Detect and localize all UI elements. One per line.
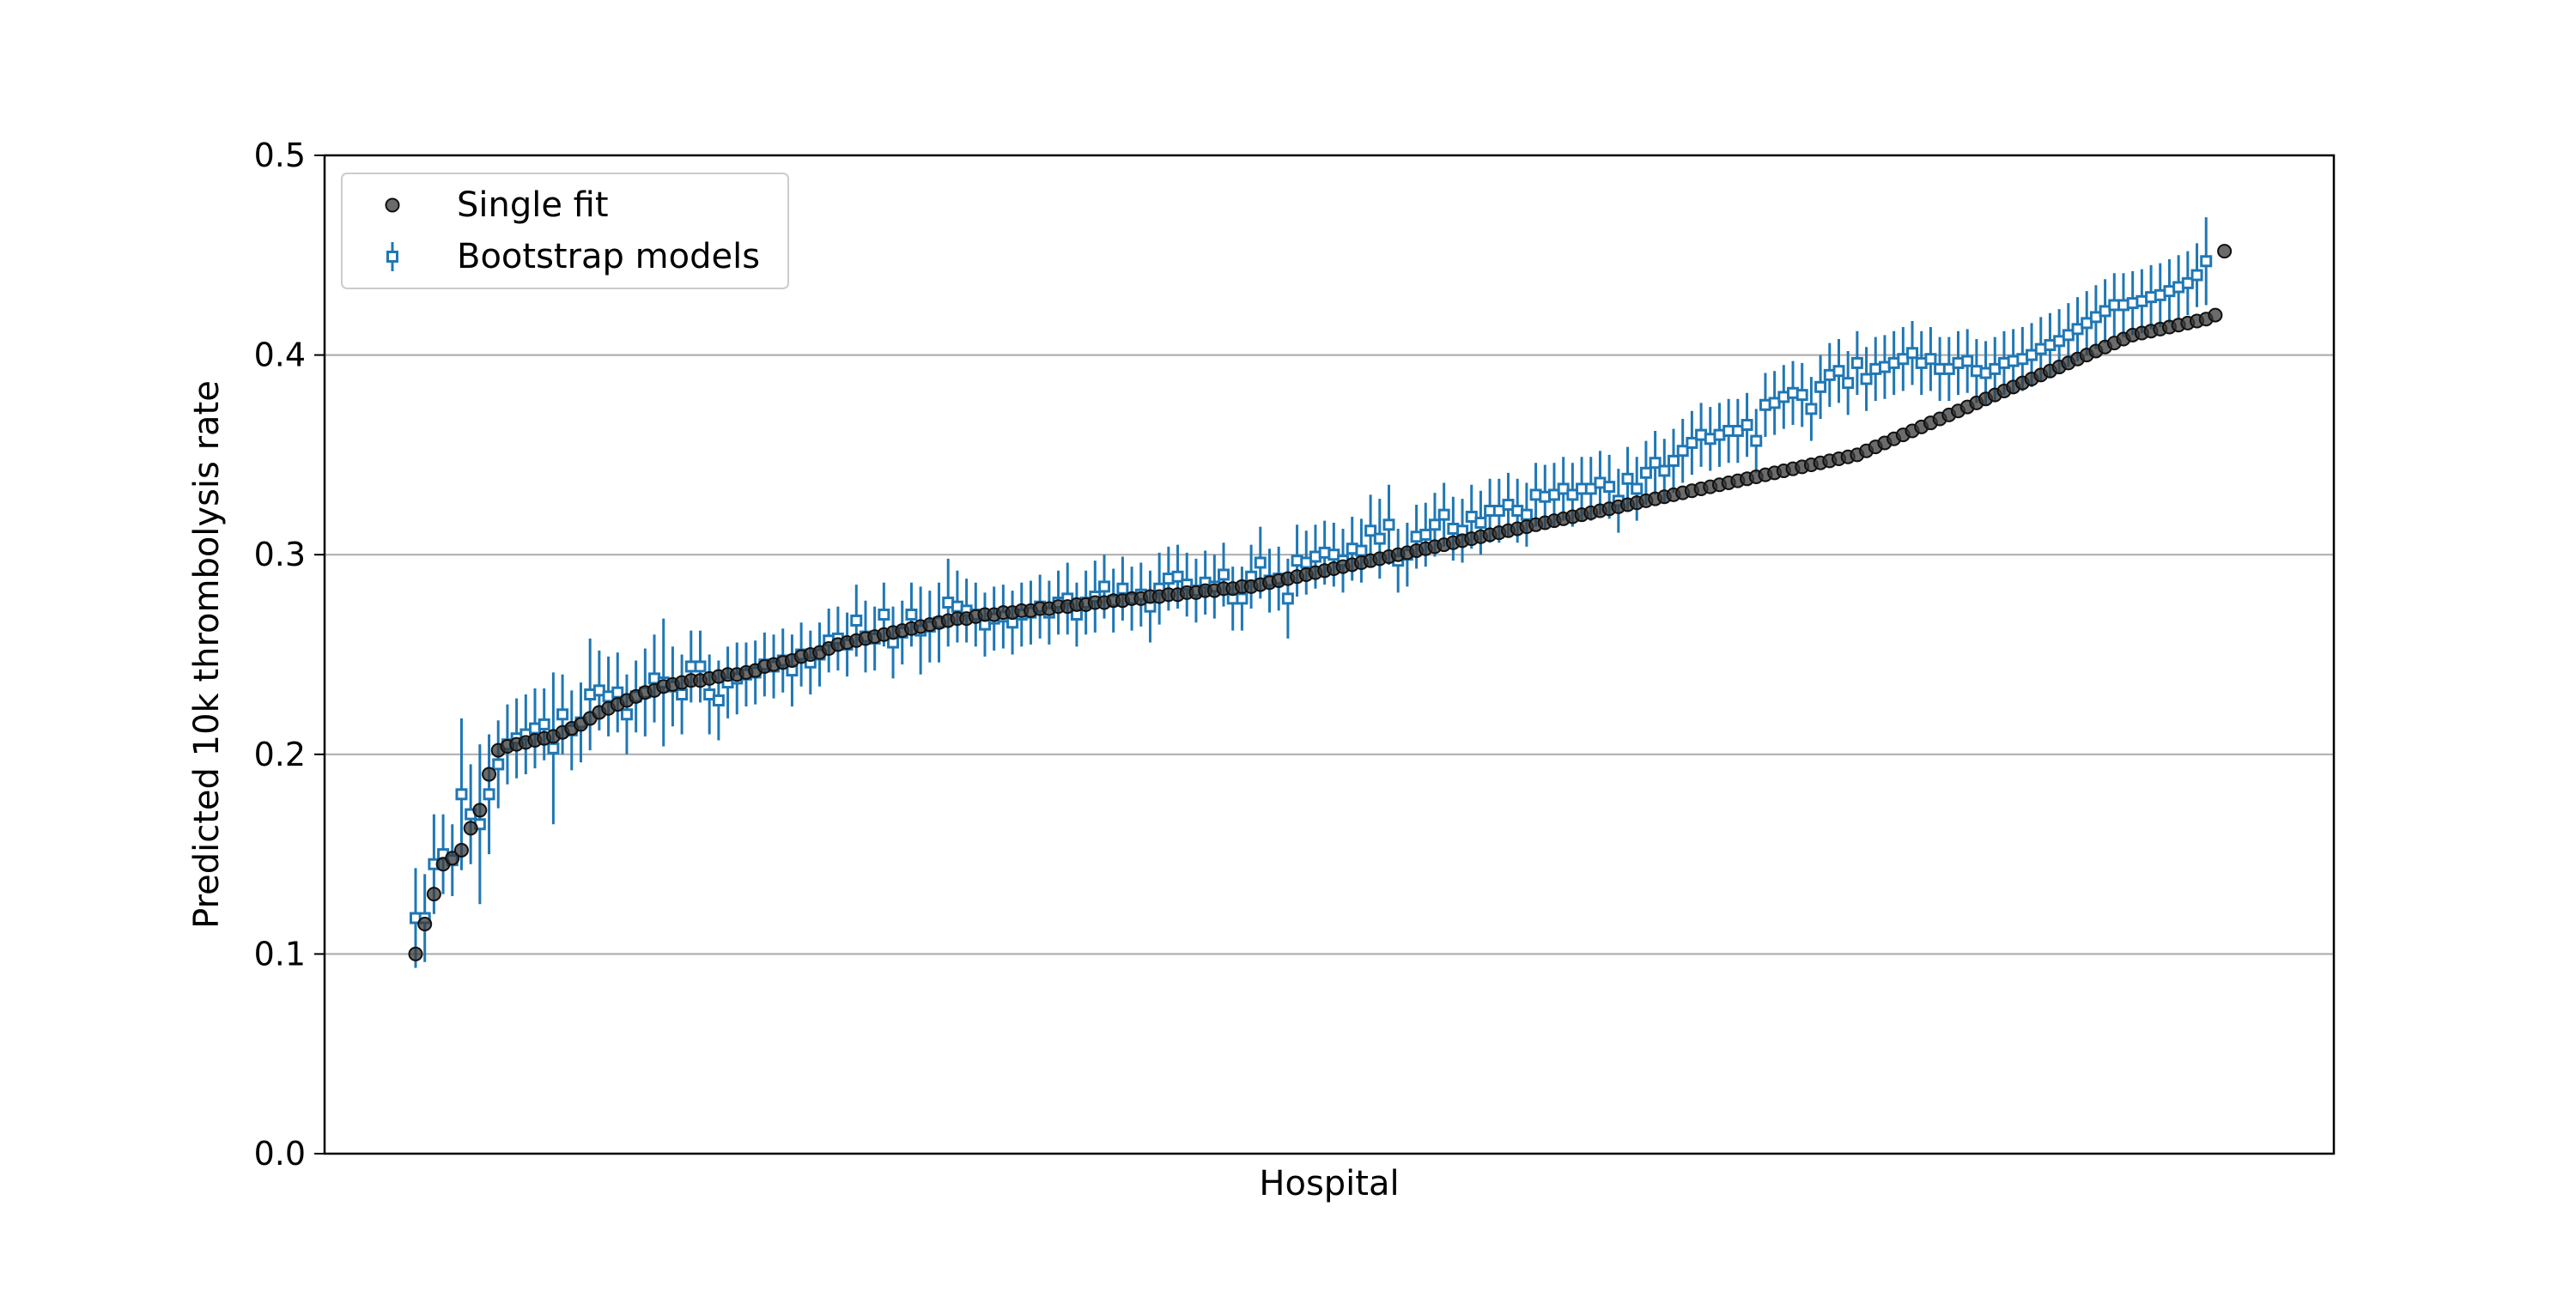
y-tick-label: 0.0 [254,1135,306,1173]
bootstrap-point [1741,419,1753,432]
legend-symbol-single-fit [385,197,400,213]
bootstrap-point [850,614,863,627]
bootstrap-point [2200,255,2213,268]
bootstrap-point [1924,353,1937,366]
bootstrap-point [1961,355,1974,367]
bootstrap-point [547,742,560,755]
bootstrap-point [1373,532,1386,545]
bootstrap-point [1474,516,1487,529]
bootstrap-point [1832,365,1845,378]
bootstrap-point [483,788,495,801]
legend-entry-single-fit: Single fit [457,185,609,225]
bootstrap-point [1814,380,1827,393]
bootstrap-point [1116,582,1129,595]
x-axis-label: Hospital [1259,1164,1399,1203]
bootstrap-point [1750,434,1763,447]
bootstrap-point [1805,403,1818,415]
bootstrap-point [492,758,505,771]
bootstrap-point [694,660,707,673]
bootstrap-point [556,708,569,721]
grid-lines [325,354,2334,955]
single-fit-point [426,887,441,902]
single-fit-point [472,803,488,818]
legend-entry-bootstrap-models: Bootstrap models [457,237,760,276]
bootstrap-point [1686,436,1698,449]
bootstrap-point [1281,592,1294,605]
bootstrap-point [1603,481,1616,494]
bootstrap-point [620,708,633,721]
single-fit-point [2217,244,2233,259]
single-fit-point [408,946,423,961]
bootstrap-point [1649,457,1662,470]
legend-symbols [385,197,400,271]
y-tick-label: 0.5 [254,136,306,174]
single-fit-point [445,851,460,866]
bootstrap-point [1437,508,1450,521]
bootstrap-point [905,608,918,621]
bootstrap-point [1795,389,1808,402]
bootstrap-point [712,694,725,706]
bootstrap-point [1658,464,1671,477]
legend-symbol-bootstrap-point [386,251,398,263]
bootstrap-point [1842,377,1855,390]
y-tick-label: 0.2 [254,736,306,773]
bootstrap-point [1520,508,1533,521]
single-fit-point [463,821,478,836]
bootstrap-point [1428,518,1441,531]
bootstrap-point [1906,347,1919,360]
y-axis-ticks: 0.0 0.1 0.2 0.3 0.4 0.5 [254,136,325,1173]
bootstrap-point [1631,482,1643,495]
bootstrap-point [1668,454,1680,467]
bootstrap-point [455,788,468,801]
bootstrap-point [1850,356,1863,369]
single-fit-point [417,917,433,932]
data-marks [408,217,2233,968]
bootstrap-point [1860,373,1873,385]
bootstrap-point [1419,528,1432,541]
single-fit-point [482,767,497,782]
single-fit-point [453,842,469,858]
legend-box [341,173,789,289]
bootstrap-point [1218,568,1230,581]
bootstrap-point [1171,570,1184,583]
bootstrap-point [1254,556,1267,569]
y-tick-label: 0.1 [254,935,306,973]
bootstrap-point [611,686,624,699]
bootstrap-point [1098,580,1111,593]
y-axis-label: Predicted 10k thrombolysis rate [187,380,227,929]
y-tick-label: 0.4 [254,336,306,374]
legend: Single fit Bootstrap models [341,173,789,289]
bootstrap-point [538,718,550,730]
bootstrap-point [1621,472,1634,485]
bootstrap-point [2190,269,2203,282]
bootstrap-point [1355,544,1368,557]
single-fit-point [2208,307,2223,323]
bootstrap-point [878,608,890,621]
bootstrap-point [1382,518,1395,531]
bootstrap-point [676,688,689,701]
y-tick-label: 0.3 [254,536,306,573]
bootstrap-point [2181,276,2194,289]
bootstrap-point [1639,466,1652,479]
bootstrap-point [1236,592,1249,605]
bootstrap-point [1364,524,1377,537]
plot-frame [323,154,2336,1155]
bootstrap-point [1676,445,1689,458]
